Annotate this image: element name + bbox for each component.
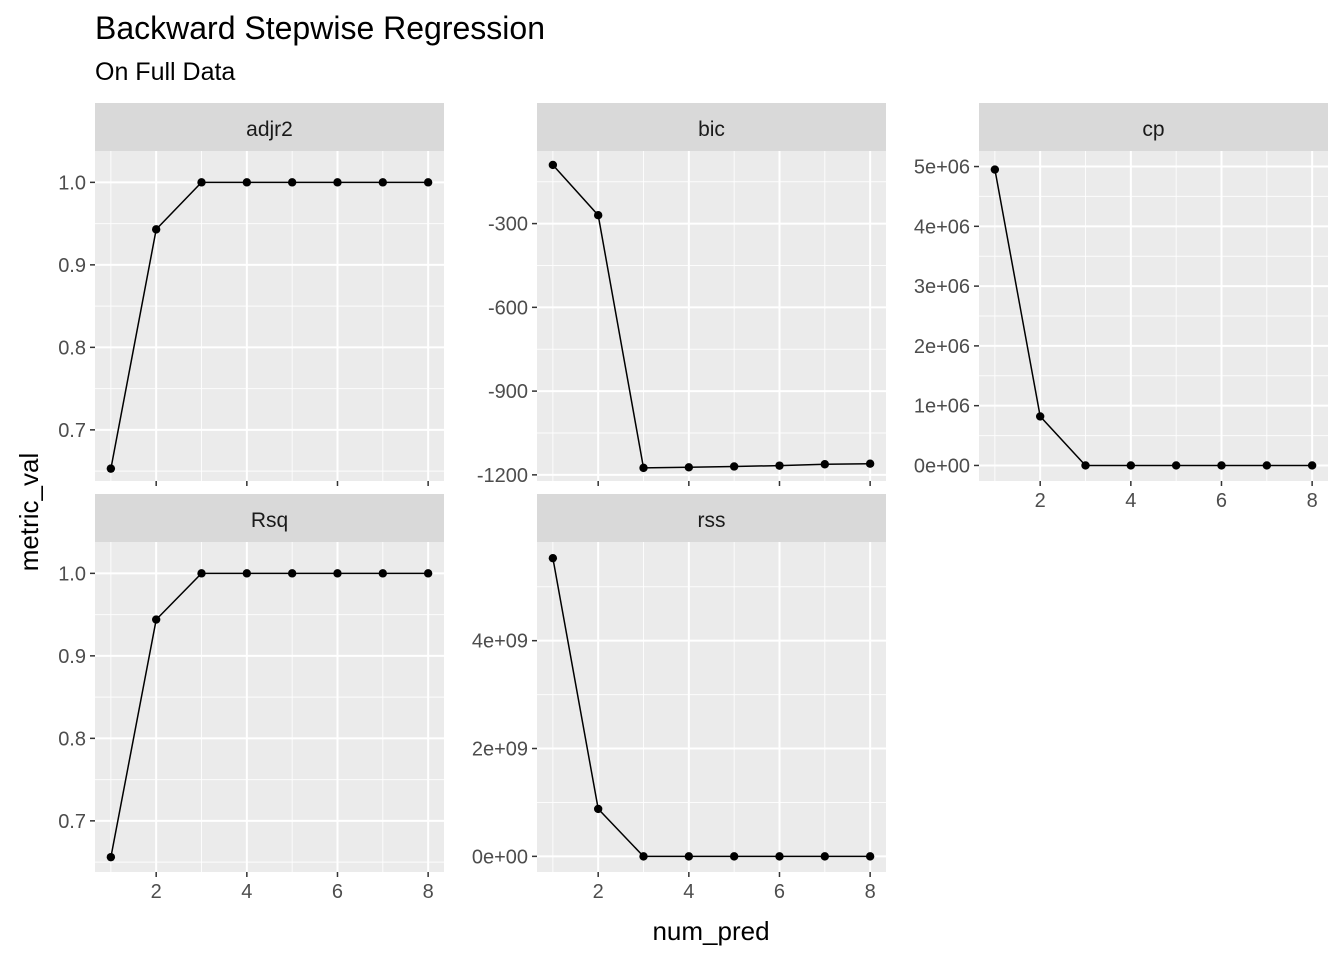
data-point-rss (865, 852, 875, 861)
data-point-rss (548, 553, 558, 563)
data-point-cp (1307, 461, 1317, 470)
facet-strip-adjr2 (95, 103, 444, 151)
chart-subtitle: On Full Data (95, 58, 236, 86)
data-point-adjr2 (287, 178, 297, 187)
y-axis-title: metric_val (14, 453, 44, 571)
y-tick-label: 4e+09 (472, 631, 528, 653)
chart-title: Backward Stepwise Regression (95, 10, 545, 46)
x-tick-label: 4 (683, 881, 694, 903)
y-tick-label: 0.8 (58, 337, 86, 359)
data-point-bic (593, 211, 603, 220)
data-point-rss (639, 852, 648, 861)
data-point-adjr2 (333, 178, 342, 187)
y-tick-label: -600 (488, 297, 528, 319)
data-point-Rsq (287, 569, 297, 578)
x-axis-title: num_pred (652, 916, 769, 946)
data-point-Rsq (242, 569, 252, 578)
facet-strip-bic (537, 103, 886, 151)
facet-strip-rss (537, 494, 886, 542)
data-point-adjr2 (378, 178, 388, 187)
y-tick-label: 3e+06 (914, 276, 970, 298)
x-tick-label: 2 (593, 881, 604, 903)
data-point-bic (639, 463, 648, 473)
data-point-adjr2 (242, 178, 252, 187)
y-tick-label: 2e+06 (914, 336, 970, 358)
data-point-adjr2 (423, 178, 433, 187)
data-point-bic (820, 460, 830, 469)
data-point-bic (775, 461, 784, 470)
y-tick-label: 1.0 (58, 172, 86, 194)
series-line-bic (552, 164, 871, 469)
data-point-rss (820, 852, 830, 861)
data-point-adjr2 (197, 178, 206, 187)
data-point-cp (990, 165, 1000, 174)
x-tick-label: 4 (1125, 490, 1136, 512)
y-tick-label: 0.8 (58, 728, 86, 750)
y-tick-label: 0e+00 (472, 846, 528, 868)
facet-strip-label-rss: rss (698, 509, 726, 532)
data-point-Rsq (333, 569, 342, 578)
x-tick-label: 2 (1035, 490, 1046, 512)
x-tick-label: 2 (151, 881, 162, 903)
x-tick-label: 8 (423, 881, 434, 903)
data-point-adjr2 (106, 464, 116, 473)
x-tick-label: 6 (774, 881, 785, 903)
data-point-cp (1217, 461, 1226, 470)
x-tick-label: 8 (865, 881, 876, 903)
facet-panel-adjr2 (95, 151, 444, 481)
data-point-cp (1171, 461, 1181, 470)
series-line-rss (552, 558, 871, 858)
y-tick-label: 0.7 (58, 420, 86, 442)
facet-panel-Rsq (95, 542, 444, 872)
facet-strip-label-adjr2: adjr2 (246, 118, 293, 141)
x-tick-label: 6 (1216, 490, 1227, 512)
facet-strip-label-Rsq: Rsq (251, 509, 288, 532)
data-point-rss (775, 852, 784, 861)
data-point-bic (684, 463, 694, 472)
y-tick-label: 1.0 (58, 563, 86, 585)
data-point-adjr2 (151, 225, 161, 234)
series-line-adjr2 (110, 181, 429, 469)
facet-strip-label-cp: cp (1142, 118, 1164, 141)
facet-strip-Rsq (95, 494, 444, 542)
y-tick-label: 0.7 (58, 811, 86, 833)
facet-panel-bic (537, 151, 886, 481)
y-tick-label: 2e+09 (472, 739, 528, 761)
facet-strip-label-bic: bic (698, 118, 725, 141)
data-point-Rsq (378, 569, 388, 578)
data-point-Rsq (106, 852, 116, 862)
x-tick-label: 4 (241, 881, 252, 903)
data-point-cp (1262, 461, 1272, 470)
data-point-bic (729, 462, 739, 471)
y-tick-label: 0e+00 (914, 455, 970, 477)
x-tick-label: 8 (1307, 490, 1318, 512)
x-tick-label: 6 (332, 881, 343, 903)
data-point-cp (1126, 461, 1136, 470)
data-point-Rsq (197, 569, 206, 578)
data-point-rss (729, 852, 739, 861)
y-tick-label: 0.9 (58, 646, 86, 668)
data-point-rss (684, 852, 694, 861)
y-tick-label: -900 (488, 381, 528, 403)
series-line-cp (994, 169, 1313, 467)
data-point-Rsq (423, 569, 433, 578)
data-point-cp (1035, 412, 1045, 421)
y-tick-label: 5e+06 (914, 157, 970, 179)
data-point-cp (1081, 461, 1090, 470)
y-tick-label: -300 (488, 214, 528, 236)
y-tick-label: 4e+06 (914, 216, 970, 238)
y-tick-label: -1200 (477, 465, 528, 487)
y-tick-label: 1e+06 (914, 396, 970, 418)
facet-panel-rss (537, 542, 886, 872)
series-line-Rsq (110, 572, 429, 858)
data-point-bic (548, 160, 558, 170)
data-point-bic (865, 459, 875, 468)
data-point-Rsq (151, 615, 161, 624)
data-point-rss (593, 804, 603, 814)
facet-strip-cp (979, 103, 1328, 151)
y-tick-label: 0.9 (58, 255, 86, 277)
